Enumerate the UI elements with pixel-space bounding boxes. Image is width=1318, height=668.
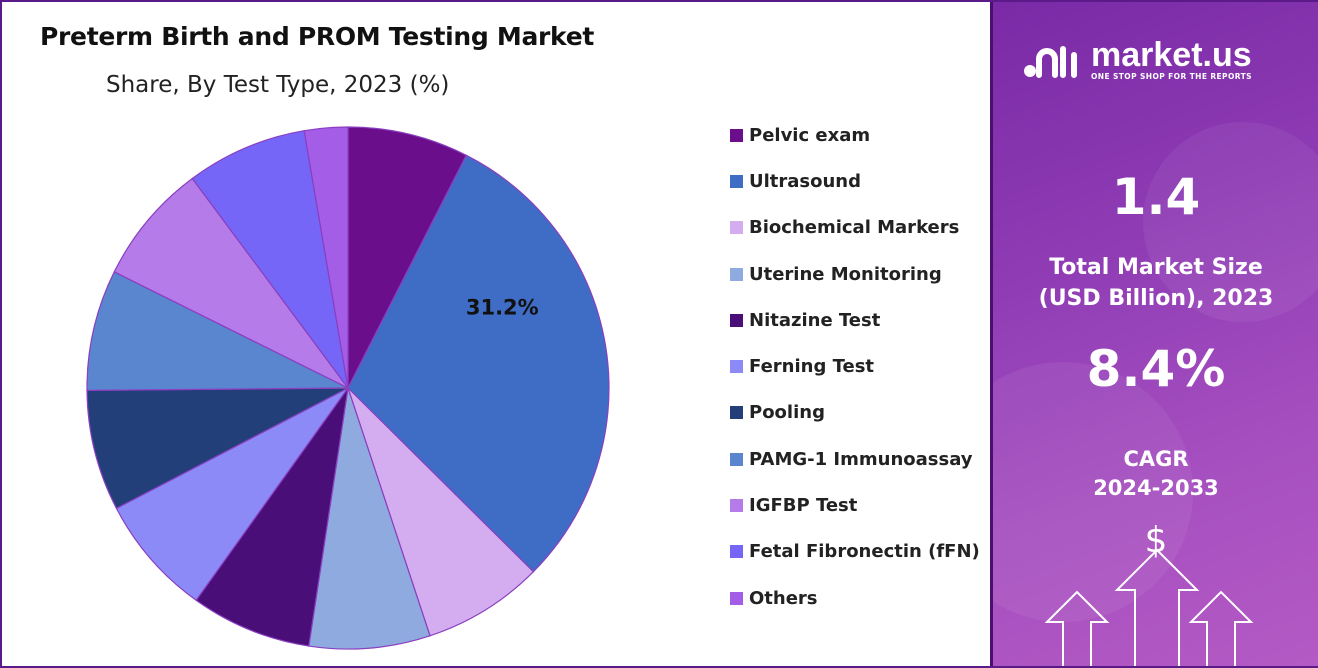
pie-slice-pooling [86,387,349,510]
pie-slice-ferning-test [115,387,349,602]
legend-swatch [730,499,743,513]
background-shape [1143,122,1318,322]
legend-swatch [730,221,743,235]
chart-subtitle: Share, By Test Type, 2023 (%) [106,72,450,98]
brand-tagline: ONE STOP SHOP FOR THE REPORTS [1091,72,1252,81]
cagr-label-line2: 2024-2033 [1093,476,1219,500]
legend-label: Uterine Monitoring [749,263,942,285]
pie-slice-igfbp-test [113,177,349,389]
legend-item: Uterine Monitoring [730,251,980,297]
legend-label: Pooling [749,402,825,424]
brand-name: market.us [1091,36,1252,74]
legend-label: Biochemical Markers [749,217,960,239]
chart-area: Preterm Birth and PROM Testing Market Sh… [2,2,990,666]
cagr-label-line1: CAGR [1123,447,1189,471]
legend-item: IGFBP Test [730,482,980,528]
legend-swatch [730,313,743,327]
logo-icon [1024,45,1077,78]
legend-label: PAMG-1 Immunoassay [749,448,973,470]
pie-slice-uterine-monitoring [308,387,431,650]
legend-swatch [730,174,743,188]
data-label-ultrasound: 31.2% [466,296,539,320]
chart-legend: Pelvic exam Ultrasound Biochemical Markers… [730,112,980,621]
pie-slice-nitazine-test [195,387,349,647]
pie-slice-others [303,126,349,389]
pie-slice-fetal-fibronectin-ffn [191,130,349,389]
pie-slice-biochemical-markers [347,387,535,637]
legend-swatch [730,406,743,420]
legend-item: Nitazine Test [730,297,980,343]
legend-label: Pelvic exam [749,124,871,146]
pie-slice-pamg-1-immunoassay [86,271,349,391]
legend-swatch [730,360,743,374]
market-size-label-line2: (USD Billion), 2023 [1038,286,1274,311]
legend-item: Biochemical Markers [730,205,980,251]
legend-item: Pelvic exam [730,112,980,158]
legend-item: Others [730,575,980,621]
market-size-value: 1.4 [1111,168,1201,226]
brand-logo: market.us ONE STOP SHOP FOR THE REPORTS [1023,36,1252,81]
pie-slice-ultrasound [347,154,610,573]
cagr-value: 8.4% [1086,340,1226,398]
legend-swatch [730,591,743,605]
legend-item: Ultrasound [730,158,980,204]
legend-label: Ferning Test [749,356,875,378]
pie-slice-pelvic-exam [347,126,468,389]
legend-item: Pooling [730,390,980,436]
legend-label: Others [749,587,818,609]
legend-item: PAMG-1 Immunoassay [730,436,980,482]
background-shape [993,362,1193,622]
legend-label: Ultrasound [749,170,862,192]
market-size-label-line1: Total Market Size [1049,255,1263,280]
growth-arrows-icon [1044,548,1254,666]
legend-item: Fetal Fibronectin (fFN) [730,529,980,575]
summary-panel: market.us ONE STOP SHOP FOR THE REPORTS … [990,2,1318,666]
chart-title: Preterm Birth and PROM Testing Market [40,22,595,51]
legend-label: IGFBP Test [749,495,858,517]
legend-swatch [730,545,743,559]
legend-item: Ferning Test [730,343,980,389]
legend-label: Nitazine Test [749,309,881,331]
legend-label: Fetal Fibronectin (fFN) [749,541,980,563]
legend-swatch [730,128,743,142]
legend-swatch [730,267,743,281]
pie-chart: 31.2% [86,126,610,650]
dollar-icon: $ [1144,520,1168,561]
legend-swatch [730,452,743,466]
